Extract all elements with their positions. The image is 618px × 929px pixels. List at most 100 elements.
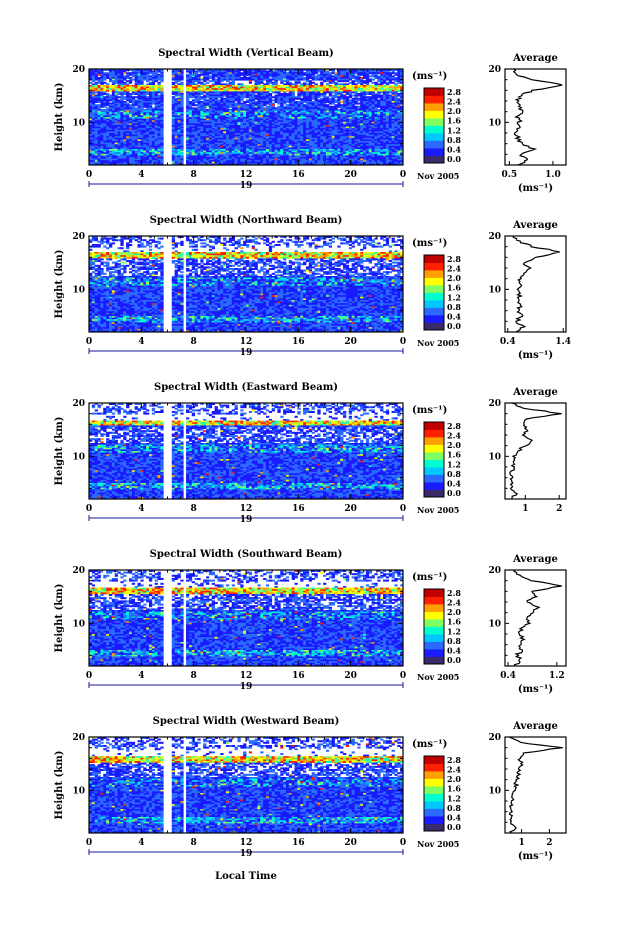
heatmap-cell: [283, 103, 286, 105]
panel-1: Spectral Width (Vertical Beam)1020Height…: [54, 48, 566, 194]
heatmap-cell: [277, 103, 280, 105]
heatmap-cell: [115, 82, 118, 84]
heatmap-cell: [146, 80, 149, 82]
heatmap-cell: [289, 79, 292, 81]
heatmap-cell: [354, 80, 357, 82]
heatmap-cell: [192, 96, 195, 98]
heatmap-cell: [283, 80, 286, 82]
figure-root: Spectral Width (Vertical Beam) 10 20 Height…: [0, 0, 618, 929]
heatmap-cell: [263, 79, 266, 81]
heatmap-cell: [263, 104, 266, 106]
heatmap-cell: [380, 91, 383, 93]
panel-title: Spectral Width (Vertical Beam): [158, 48, 334, 59]
heatmap-cell: [209, 77, 212, 79]
heatmap-cell: [280, 90, 283, 92]
heatmap-cell: [98, 74, 101, 76]
heatmap-cell: [397, 82, 400, 84]
heatmap-cell: [369, 72, 372, 74]
heatmap-cell: [317, 71, 320, 73]
heatmap-cell: [300, 79, 303, 81]
heatmap-cell: [272, 79, 275, 81]
heatmap-cell: [326, 80, 329, 82]
heatmap-cell: [206, 96, 209, 98]
heatmap-cells: [89, 69, 403, 165]
heatmap-cell: [240, 99, 243, 101]
heatmap-cell: [340, 98, 343, 100]
heatmap-cell: [377, 80, 380, 82]
heatmap-cell: [392, 72, 395, 74]
heatmap-cell: [106, 77, 109, 79]
heatmap-cell: [255, 91, 258, 93]
heatmap-cell: [237, 79, 240, 81]
heatmap-cell: [123, 72, 126, 74]
heatmap-cell: [109, 80, 112, 82]
heatmap-cell: [389, 91, 392, 93]
heatmap-cell: [200, 98, 203, 100]
heatmap-cell: [158, 79, 161, 81]
heatmap-cell: [197, 82, 200, 84]
heatmap-cell: [109, 90, 112, 92]
heatmap-cell: [98, 82, 101, 84]
heatmap-cell: [392, 79, 395, 81]
heatmap-cell: [272, 91, 275, 93]
heatmap-cell: [106, 104, 109, 106]
heatmap-cell: [329, 103, 332, 105]
heatmap-cell: [246, 74, 249, 76]
heatmap-cell: [312, 79, 315, 81]
heatmap-cell: [123, 93, 126, 95]
heatmap-cell: [203, 80, 206, 82]
heatmap-cell: [177, 80, 180, 82]
heatmap-cell: [317, 79, 320, 81]
heatmap-cell: [357, 90, 360, 92]
heatmap-cell: [118, 96, 121, 98]
heatmap-cell: [195, 104, 198, 106]
heatmap-cell: [200, 93, 203, 95]
heatmap-cell: [300, 95, 303, 97]
heatmap-cell: [295, 90, 298, 92]
heatmap-cell: [312, 98, 315, 100]
heatmap-cell: [363, 82, 366, 84]
heatmap-cell: [243, 96, 246, 98]
heatmap-cell: [369, 80, 372, 82]
heatmap-cell: [195, 80, 198, 82]
heatmap-cell: [152, 103, 155, 105]
heatmap-cell: [297, 98, 300, 100]
heatmap-cell: [372, 82, 375, 84]
heatmap-cell: [269, 90, 272, 92]
heatmap-cell: [354, 72, 357, 74]
heatmap-cell: [123, 98, 126, 100]
heatmap-cell: [277, 79, 280, 81]
heatmap-cell: [180, 79, 183, 81]
heatmap-cell: [118, 93, 121, 95]
heatmap-cell: [343, 80, 346, 82]
heatmap-cell: [295, 98, 298, 100]
heatmap-cell: [272, 96, 275, 98]
heatmap-cell: [103, 106, 106, 108]
heatmap-cell: [95, 79, 98, 81]
heatmap-cell: [332, 91, 335, 93]
heatmap-cell: [303, 101, 306, 103]
heatmap-cell: [349, 96, 352, 98]
heatmap-cell: [132, 93, 135, 95]
heatmap-cell: [372, 79, 375, 81]
heatmap-cell: [317, 96, 320, 98]
heatmap-cell: [392, 82, 395, 84]
heatmap-cell: [369, 93, 372, 95]
heatmap-cell: [303, 74, 306, 76]
heatmap-cell: [394, 80, 397, 82]
heatmap-cell: [286, 90, 289, 92]
heatmap-cell: [337, 80, 340, 82]
heatmap-cell: [149, 79, 152, 81]
heatmap-cell: [158, 71, 161, 73]
heatmap-cell: [92, 80, 95, 82]
heatmap-cell: [312, 82, 315, 84]
heatmap-cell: [98, 101, 101, 103]
heatmap-cell: [340, 101, 343, 103]
heatmap-cell: [394, 74, 397, 76]
heatmap-cell: [229, 79, 232, 81]
heatmap-cell: [349, 79, 352, 81]
heatmap-cell: [172, 93, 175, 95]
heatmap-cell: [360, 74, 363, 76]
heatmap-cell: [337, 106, 340, 108]
heatmap-cell: [223, 95, 226, 97]
